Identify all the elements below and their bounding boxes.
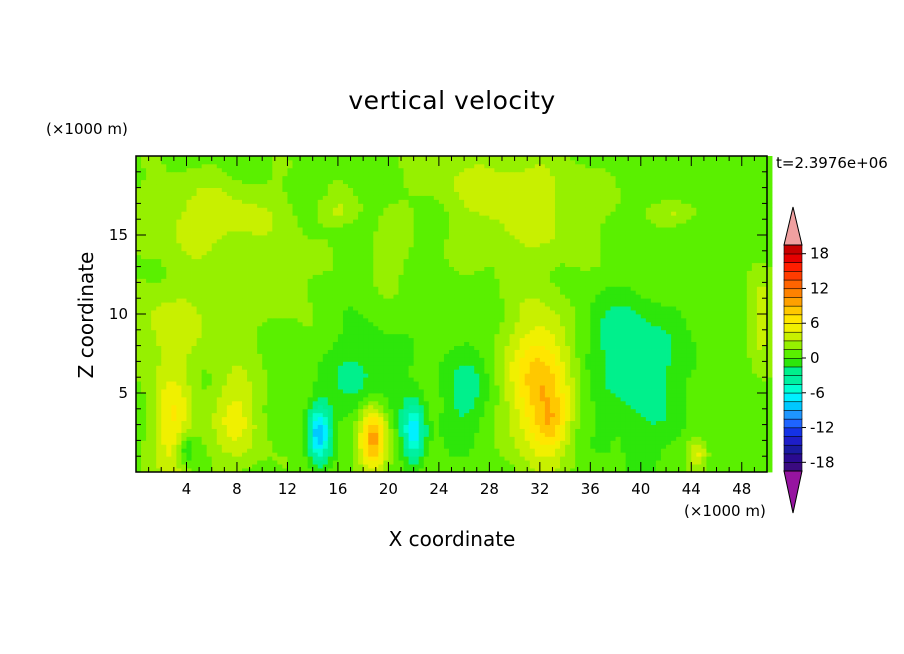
colorbar-swatch <box>783 462 803 472</box>
colorbar-swatch <box>783 366 803 376</box>
time-label: t=2.3976e+06 <box>776 154 888 172</box>
colorbar-swatch <box>783 375 803 385</box>
x-axis-label: X coordinate <box>388 527 516 551</box>
colorbar-swatch <box>783 435 803 446</box>
colorbar-swatch <box>783 288 803 298</box>
colorbar-swatch <box>783 253 803 263</box>
colorbar-swatch <box>783 244 803 255</box>
colorbar-swatch <box>783 383 803 394</box>
x-tick-label: 20 <box>379 480 398 498</box>
colorbar-swatch <box>783 349 803 359</box>
contour-field <box>136 156 773 473</box>
colorbar-swatch <box>783 427 803 437</box>
y-axis-unit-label: (×1000 m) <box>46 120 128 138</box>
colorbar-tick-label: -18 <box>810 453 835 471</box>
colorbar-swatch <box>783 340 803 350</box>
colorbar-swatch <box>783 357 803 368</box>
x-tick-label: 48 <box>732 480 751 498</box>
colorbar-tick-label: 6 <box>810 314 820 332</box>
x-tick-label: 32 <box>530 480 549 498</box>
colorbar-swatch <box>783 418 803 429</box>
colorbar-swatch <box>783 453 803 463</box>
colorbar-tick-label: 0 <box>810 349 820 367</box>
colorbar-swatch <box>783 409 803 420</box>
x-tick-label: 40 <box>631 480 650 498</box>
colorbar-swatch <box>783 401 803 411</box>
x-tick-label: 44 <box>682 480 701 498</box>
chart-title: vertical velocity <box>348 86 556 115</box>
colorbar-swatch <box>783 314 803 324</box>
y-tick-label: 15 <box>109 226 128 244</box>
colorbar-tick-label: -6 <box>810 384 825 402</box>
colorbar-swatch <box>783 270 803 281</box>
colorbar-swatch <box>783 279 803 290</box>
colorbar-swatch <box>783 331 803 342</box>
x-tick-label: 4 <box>182 480 192 498</box>
colorbar-tick-label: -12 <box>810 419 835 437</box>
x-tick-label: 28 <box>480 480 499 498</box>
x-tick-label: 12 <box>278 480 297 498</box>
colorbar-swatch <box>783 296 803 307</box>
colorbar-swatch <box>783 444 803 455</box>
colorbar-swatch <box>783 262 803 272</box>
x-axis-unit-label: (×1000 m) <box>684 502 766 520</box>
colorbar-swatch <box>783 392 803 403</box>
y-tick-label: 5 <box>118 384 128 402</box>
colorbar-over-arrow <box>783 206 803 246</box>
colorbar-under-arrow <box>783 470 803 514</box>
colorbar-tick-label: 18 <box>810 245 829 263</box>
y-tick-label: 10 <box>109 305 128 323</box>
colorbar: -18 -12 -6 0 6 12 18 <box>783 206 835 514</box>
colorbar-swatch <box>783 322 803 333</box>
x-tick-label: 16 <box>328 480 347 498</box>
x-tick-label: 36 <box>581 480 600 498</box>
x-tick-label: 8 <box>232 480 242 498</box>
colorbar-swatch <box>783 305 803 316</box>
x-tick-label: 24 <box>429 480 448 498</box>
colorbar-tick-label: 12 <box>810 279 829 297</box>
